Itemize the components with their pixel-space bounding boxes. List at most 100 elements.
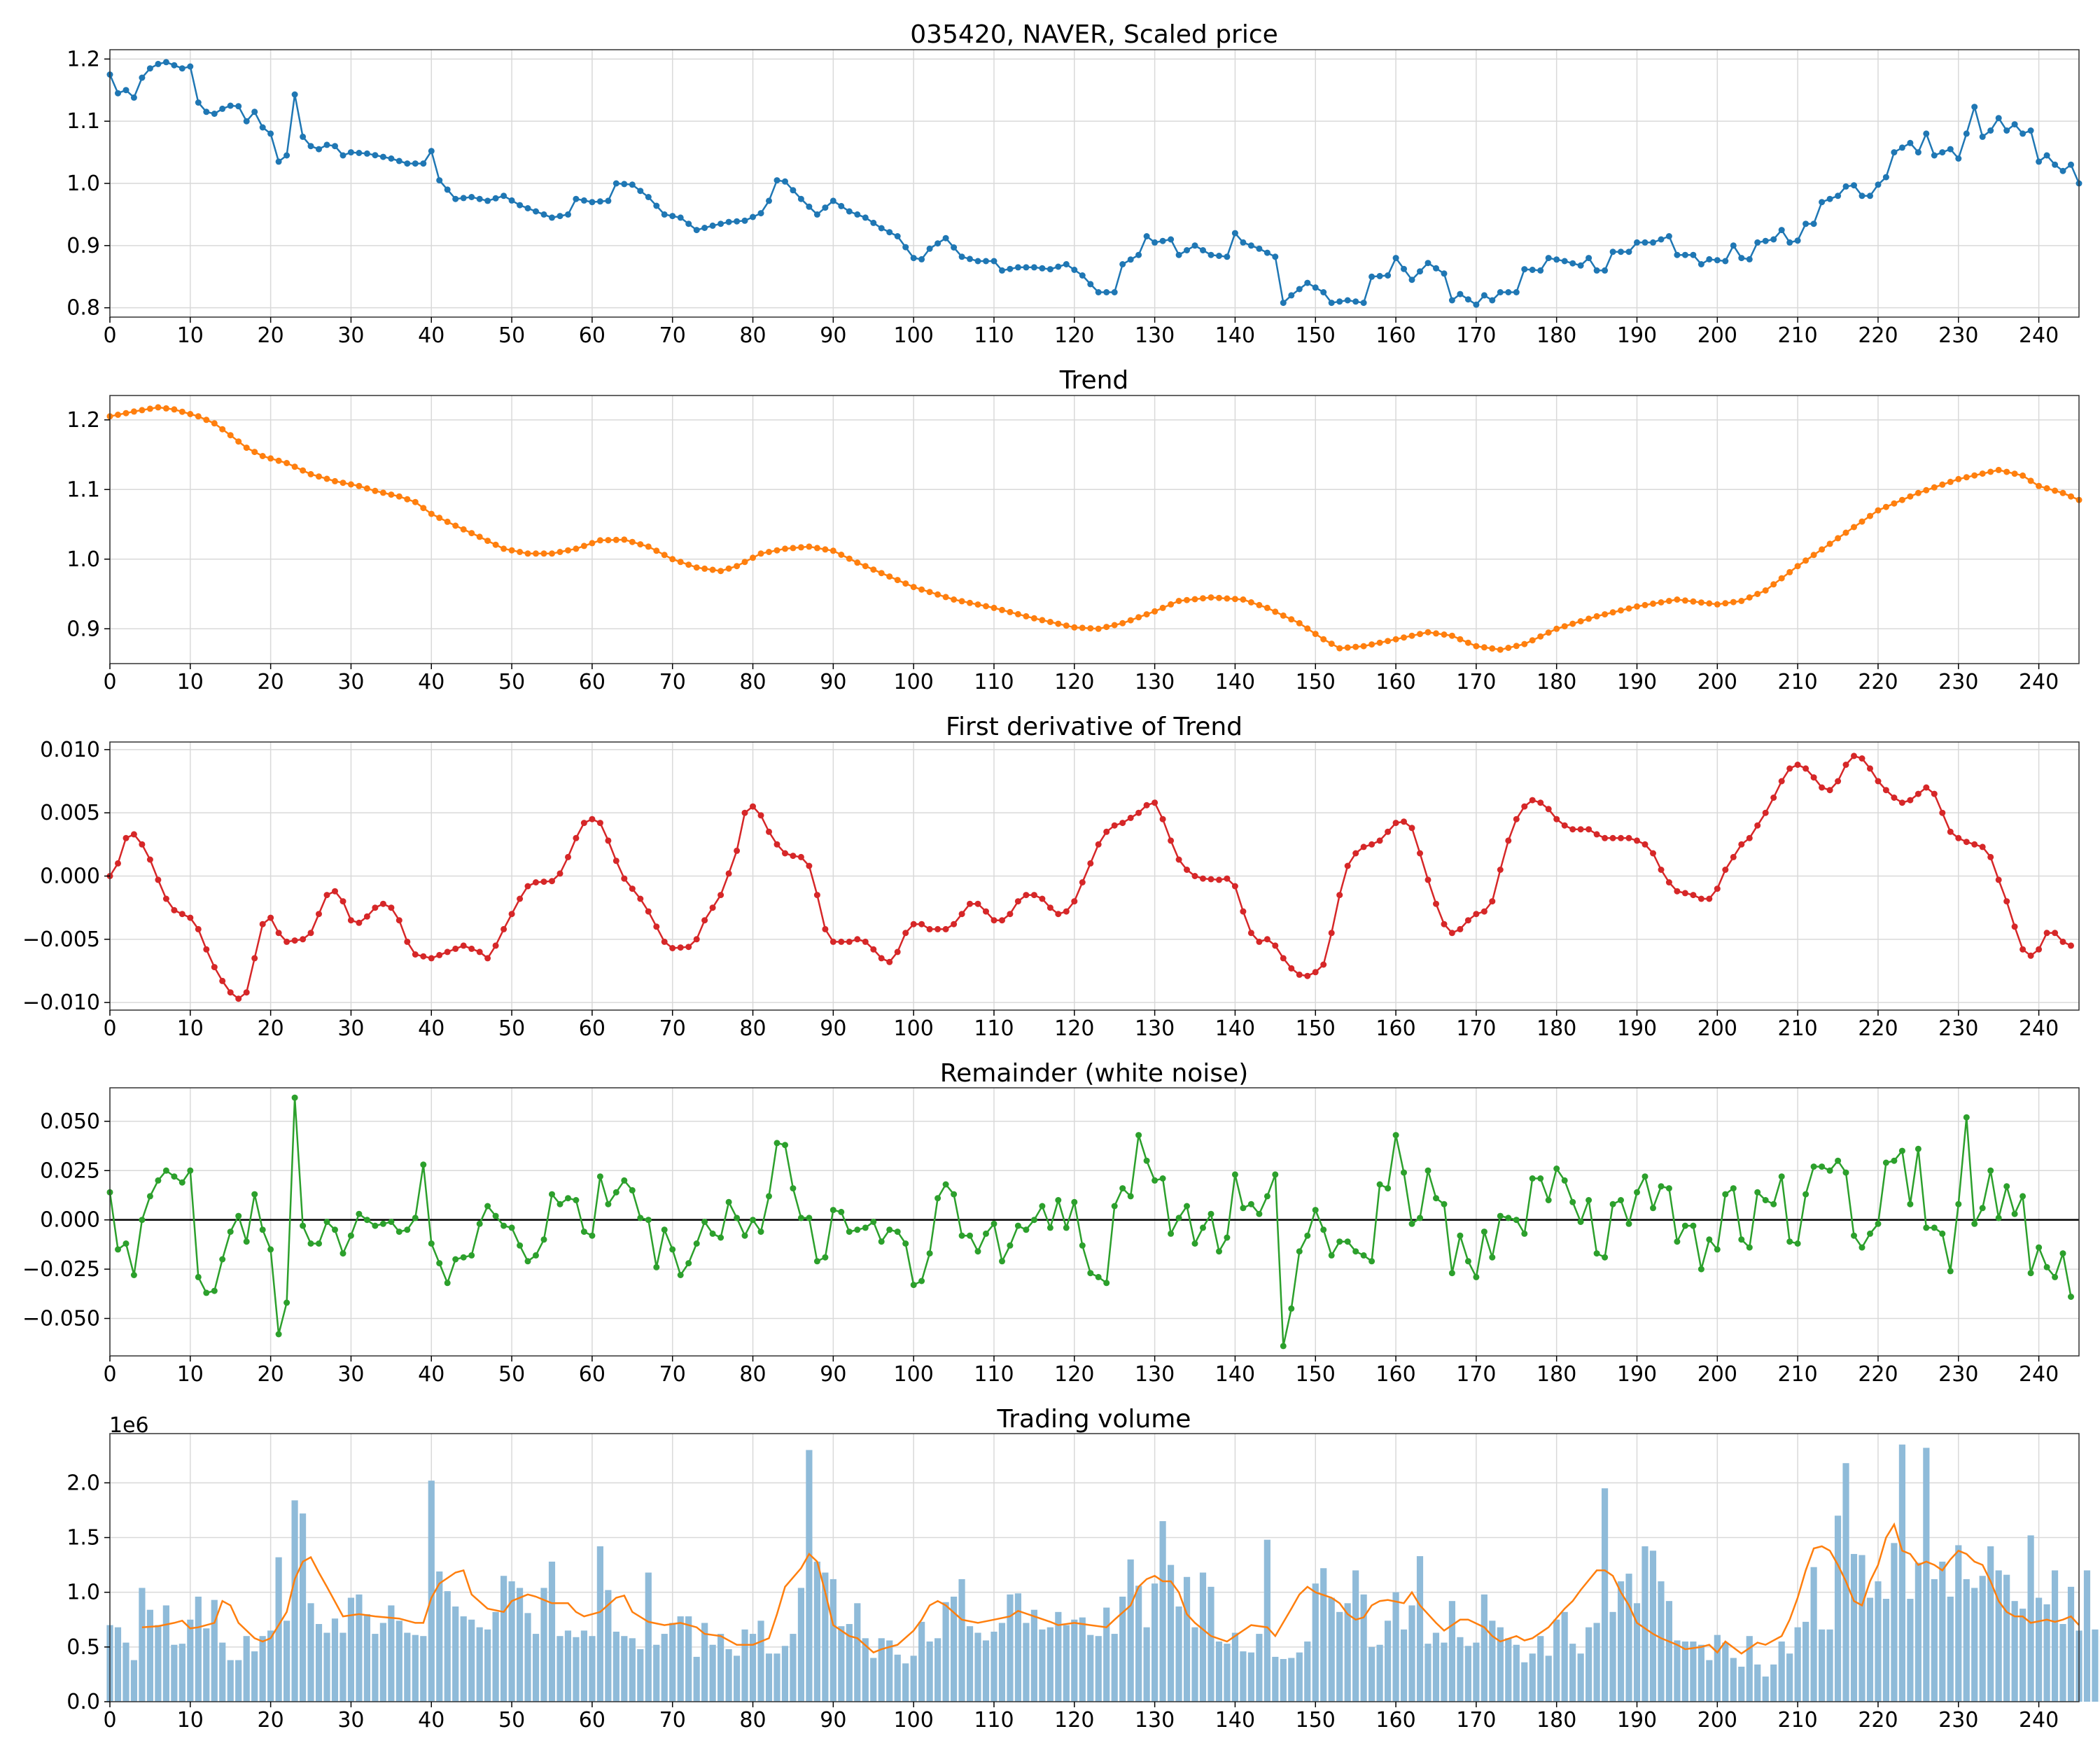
data-point xyxy=(1256,601,1263,608)
data-point xyxy=(1039,895,1046,902)
data-point xyxy=(2011,121,2018,128)
data-point xyxy=(1441,1200,1448,1208)
data-point xyxy=(146,856,153,863)
data-point xyxy=(1457,290,1464,298)
volume-bar xyxy=(1649,1550,1657,1702)
data-point xyxy=(1770,1200,1777,1208)
data-point xyxy=(1947,828,1954,835)
data-point xyxy=(846,938,853,945)
data-point xyxy=(1714,886,1721,892)
data-point xyxy=(1786,239,1793,246)
volume-bar xyxy=(1995,1570,2002,1702)
x-tick-label: 70 xyxy=(659,670,686,694)
data-point xyxy=(1457,1232,1464,1239)
volume-bar xyxy=(1376,1644,1383,1702)
data-point xyxy=(316,146,322,153)
x-tick-label: 10 xyxy=(177,323,204,348)
data-point xyxy=(741,1232,748,1239)
data-point xyxy=(1762,1197,1769,1203)
x-tick-label: 130 xyxy=(1135,1016,1175,1041)
data-point xyxy=(139,1217,146,1224)
data-point xyxy=(1079,879,1086,886)
data-point xyxy=(669,556,676,563)
data-point xyxy=(878,225,885,232)
data-point xyxy=(645,543,652,550)
volume-bar xyxy=(1987,1546,1994,1702)
data-point xyxy=(356,482,363,489)
data-point xyxy=(797,195,804,202)
volume-bar xyxy=(1400,1629,1408,1702)
volume-bar xyxy=(436,1571,443,1702)
volume-bar xyxy=(1457,1637,1464,1702)
data-point xyxy=(918,586,925,593)
data-point xyxy=(629,1186,636,1194)
data-point xyxy=(661,211,668,218)
volume-bar xyxy=(331,1618,339,1702)
data-point xyxy=(524,883,531,890)
data-point xyxy=(444,948,451,955)
data-point xyxy=(1175,856,1182,863)
data-point xyxy=(942,1181,949,1188)
data-point xyxy=(782,1142,788,1149)
data-point xyxy=(637,188,644,195)
data-point xyxy=(926,245,933,252)
data-point xyxy=(1650,1205,1656,1212)
data-point xyxy=(1480,1228,1488,1236)
volume-bar xyxy=(1432,1632,1440,1702)
data-point xyxy=(508,1224,515,1231)
volume-bar xyxy=(1489,1620,1496,1702)
data-point xyxy=(130,408,137,415)
data-point xyxy=(870,219,877,226)
data-point xyxy=(1681,251,1688,258)
data-point xyxy=(332,1226,338,1233)
data-point xyxy=(757,812,764,819)
data-point xyxy=(1706,1236,1713,1243)
x-tick-label: 0 xyxy=(103,1016,116,1041)
volume-bar xyxy=(388,1605,395,1702)
data-point xyxy=(974,900,981,907)
data-point xyxy=(316,911,322,918)
volume-bar xyxy=(1794,1627,1801,1702)
data-point xyxy=(1907,139,1914,146)
data-point xyxy=(420,953,427,960)
data-point xyxy=(1867,512,1873,519)
data-point xyxy=(1569,260,1576,267)
data-point xyxy=(1826,1167,1833,1174)
x-tick-label: 20 xyxy=(258,1016,284,1041)
data-point xyxy=(1497,1212,1504,1219)
x-tick-label: 140 xyxy=(1215,1362,1255,1387)
data-point xyxy=(580,1228,587,1236)
volume-bar xyxy=(146,1609,154,1702)
data-point xyxy=(1995,466,2002,473)
data-point xyxy=(1819,784,1826,791)
x-tick-label: 110 xyxy=(974,1016,1014,1041)
data-point xyxy=(1473,643,1480,650)
x-tick-label: 130 xyxy=(1135,1362,1175,1387)
data-point xyxy=(1577,826,1584,833)
volume-bar xyxy=(1891,1543,1898,1702)
data-point xyxy=(556,549,564,555)
data-point xyxy=(983,908,989,915)
data-point xyxy=(1842,762,1849,768)
volume-bar xyxy=(1071,1619,1078,1702)
data-point xyxy=(251,449,258,456)
data-point xyxy=(1681,1222,1688,1229)
data-point xyxy=(1087,1270,1094,1277)
data-point xyxy=(1424,629,1432,636)
data-point xyxy=(323,1219,330,1225)
volume-bar xyxy=(950,1596,958,1702)
data-point xyxy=(790,187,797,194)
data-point xyxy=(1464,1258,1471,1265)
volume-bar xyxy=(251,1651,258,1702)
data-point xyxy=(934,925,941,932)
data-point xyxy=(1368,641,1376,648)
data-point xyxy=(1650,239,1656,246)
data-point xyxy=(910,920,917,927)
volume-bar xyxy=(701,1623,708,1702)
data-point xyxy=(1602,611,1609,618)
data-point xyxy=(122,87,130,94)
data-point xyxy=(1408,825,1415,832)
data-point xyxy=(122,834,130,841)
volume-bar xyxy=(1296,1652,1303,1702)
data-point xyxy=(1216,594,1222,601)
